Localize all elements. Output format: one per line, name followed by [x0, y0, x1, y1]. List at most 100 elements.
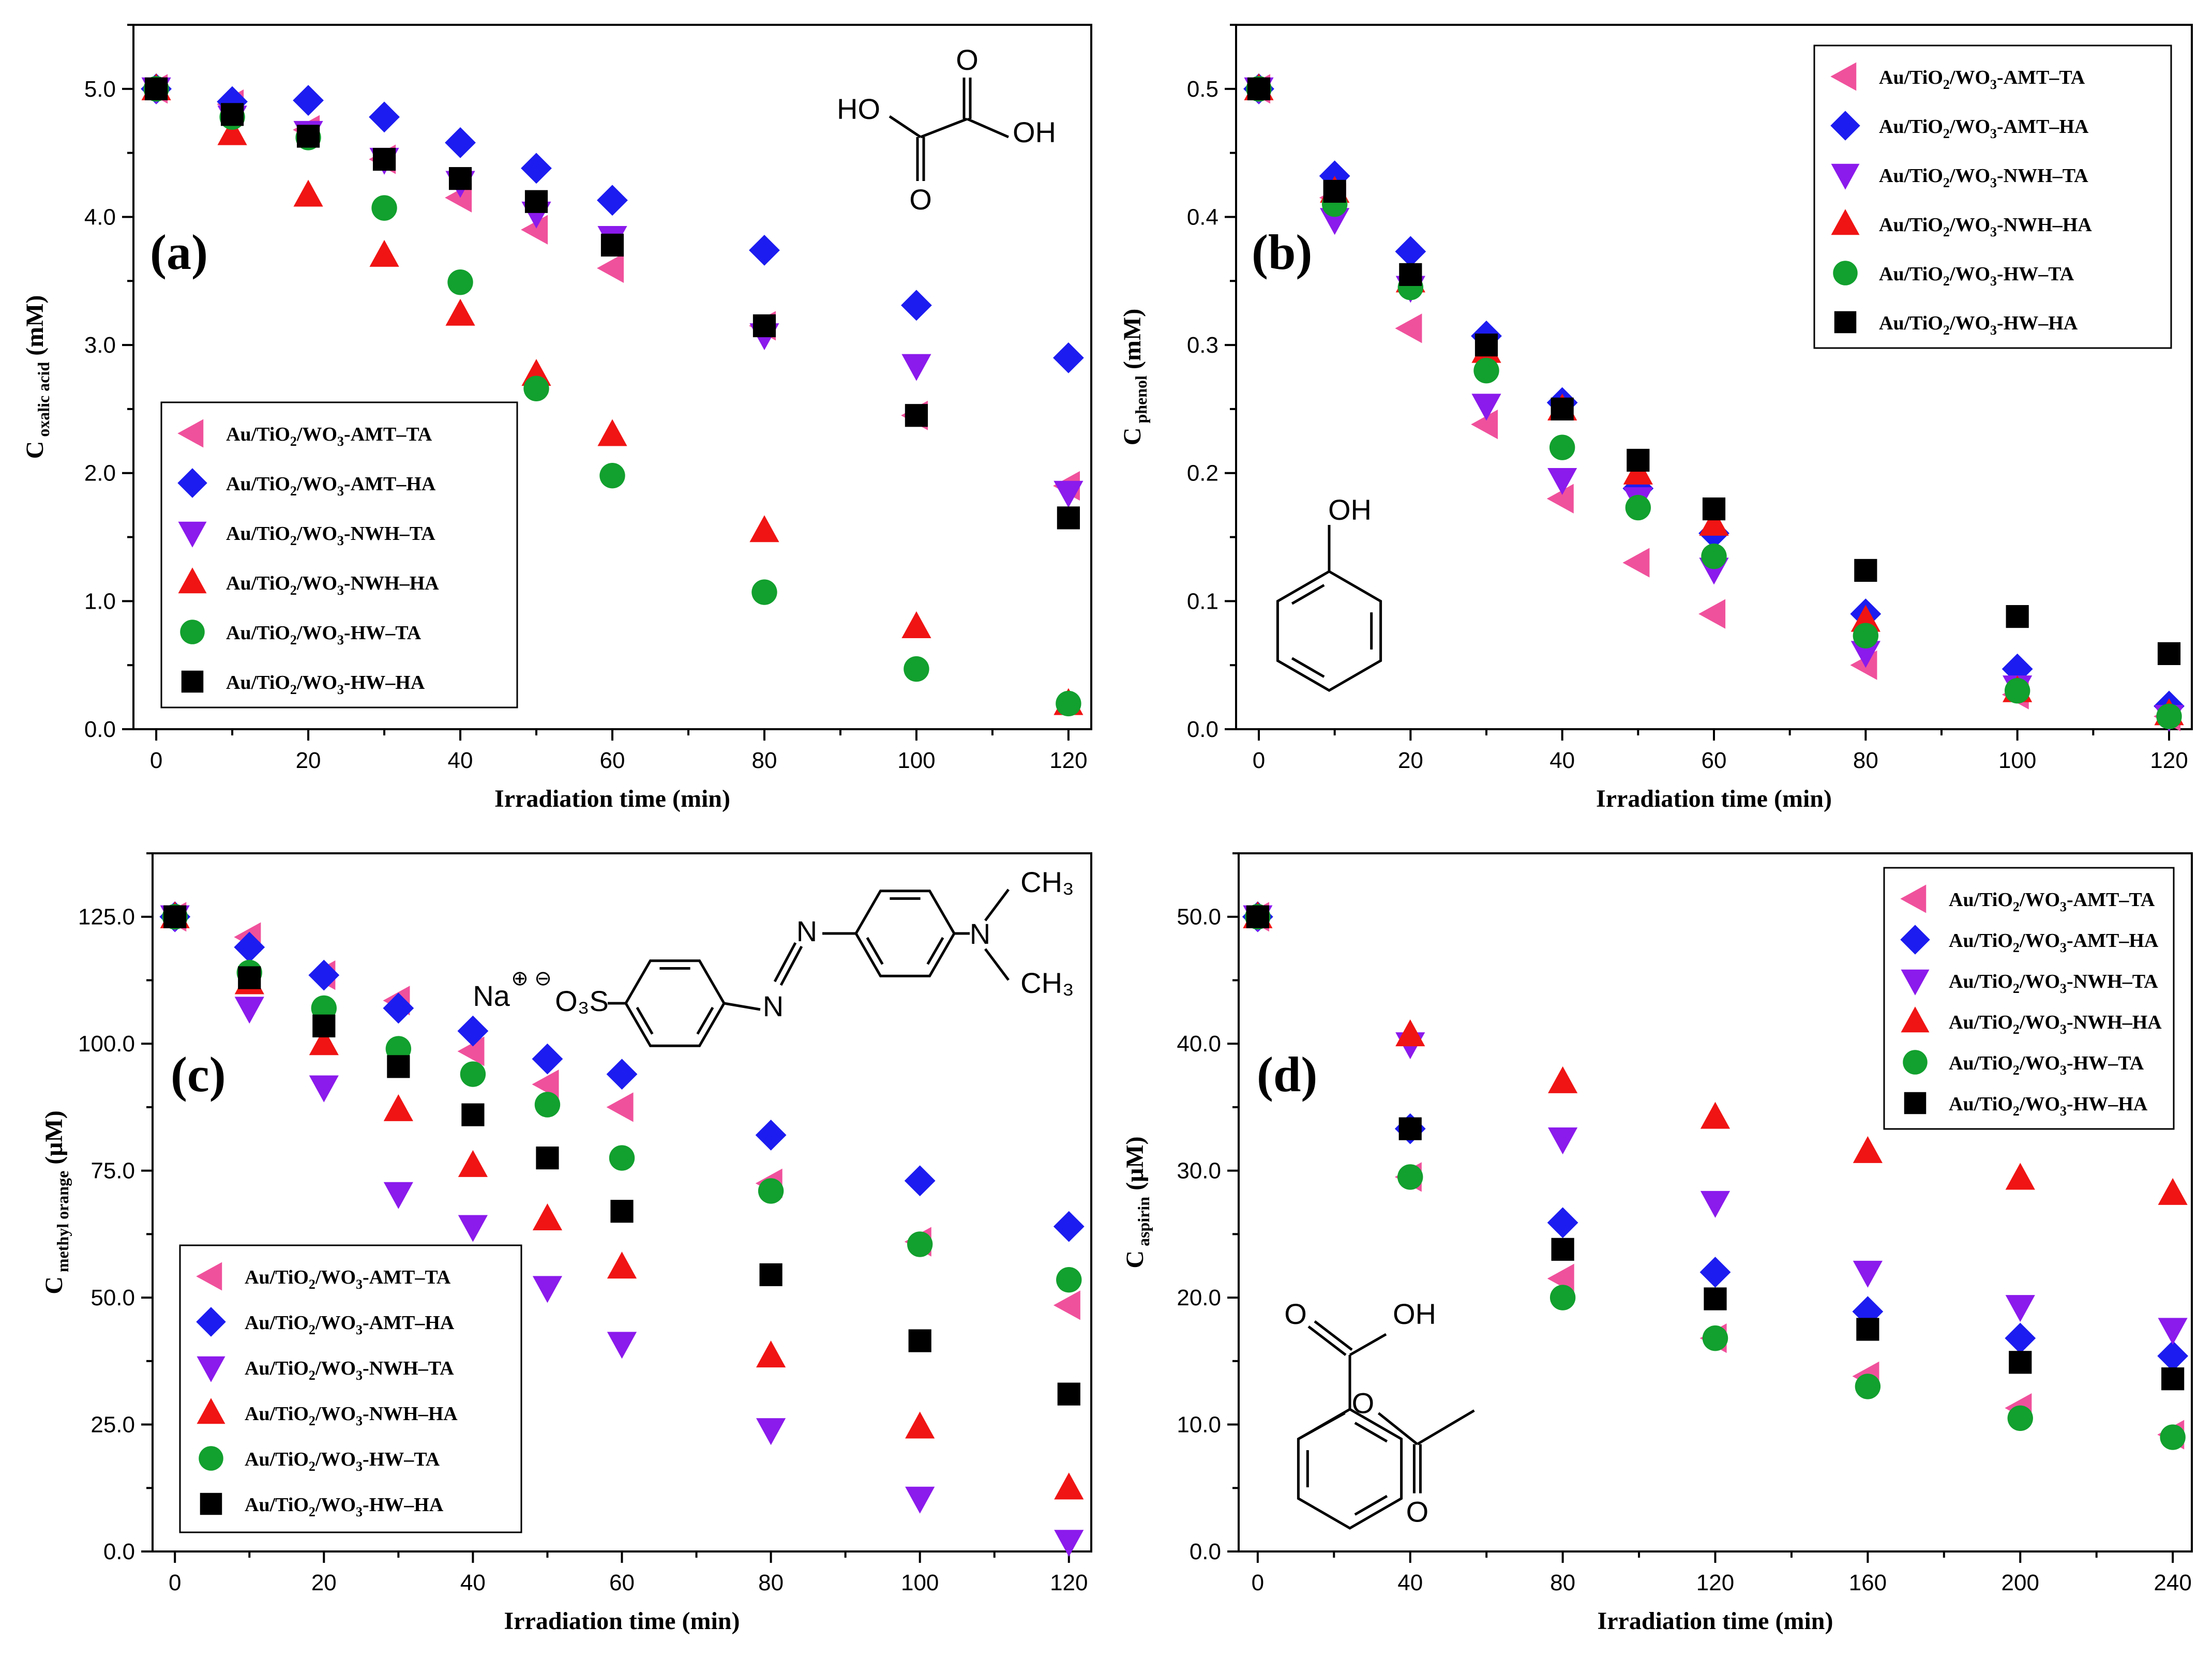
data-point [607, 1332, 637, 1359]
data-point [901, 611, 931, 638]
data-point [2006, 605, 2029, 628]
data-point [1701, 543, 1727, 569]
bond [773, 942, 797, 983]
data-point [901, 290, 932, 321]
molecule-structure: Na⊕ ⊖O₃S N N N CH₃ CH₃ [473, 866, 1074, 1047]
ring [854, 890, 956, 977]
bond [1349, 1333, 1387, 1357]
data-point [597, 185, 628, 216]
data-point [1395, 236, 1426, 267]
data-point [2009, 1351, 2032, 1374]
data-point [1704, 1287, 1727, 1310]
data-point [220, 103, 244, 126]
data-point [759, 1263, 783, 1287]
bond [1291, 657, 1325, 678]
legend-marker [1833, 261, 1858, 285]
x-tick-label: 240 [2154, 1570, 2191, 1595]
y-tick-label: 75.0 [91, 1158, 135, 1184]
series-4 [162, 904, 1082, 1293]
data-point [751, 579, 777, 605]
legend-label: Au/TiO2​/WO3​-HW–HA [1949, 1093, 2148, 1119]
atom-label: O₃S [555, 985, 609, 1017]
legend-marker [197, 1398, 225, 1424]
data-point [1474, 333, 1498, 357]
x-tick-label: 80 [751, 748, 777, 773]
data-point [234, 931, 265, 963]
bond [696, 1006, 714, 1035]
data-point [458, 1215, 488, 1242]
ring [1276, 570, 1382, 692]
atom-label: O [1352, 1387, 1375, 1420]
data-point [1398, 1117, 1422, 1140]
atom-label: CH₃ [1020, 967, 1074, 999]
data-point [1547, 468, 1577, 495]
data-point [383, 1182, 413, 1209]
data-point [1856, 1318, 1879, 1341]
legend-marker [180, 620, 205, 644]
data-point [1853, 623, 1879, 649]
data-point [756, 1340, 786, 1368]
data-point [1397, 1164, 1423, 1190]
x-tick-label: 80 [1550, 1570, 1575, 1595]
data-point [905, 1411, 935, 1439]
legend-label: Au/TiO2​/WO3​-AMT–HA [1879, 116, 2089, 141]
x-tick-label: 20 [296, 748, 321, 773]
bond [1307, 1325, 1347, 1356]
data-point [1399, 263, 1422, 286]
data-point [1853, 1260, 1883, 1288]
legend-label: Au/TiO2​/WO3​-HW–TA [245, 1449, 440, 1474]
data-point [532, 1043, 563, 1075]
legend-marker [1830, 111, 1860, 141]
data-point [2161, 1367, 2185, 1391]
data-point [1702, 497, 1726, 521]
panel-label: (d) [1257, 1047, 1317, 1102]
legend-marker [1903, 1050, 1928, 1075]
data-point [1323, 179, 1346, 203]
legend-label: Au/TiO2​/WO3​-HW–TA [1879, 263, 2074, 289]
y-tick-label: 0.4 [1187, 204, 1218, 230]
data-point [609, 1145, 635, 1171]
legend-label: Au/TiO2​/WO3​-NWH–TA [245, 1358, 454, 1383]
data-point [296, 125, 320, 148]
panel-label: (b) [1252, 224, 1312, 280]
bond [1377, 1412, 1418, 1445]
atom-label: HO [837, 93, 880, 125]
legend: Au/TiO2​/WO3​-AMT–TA Au/TiO2​/WO3​-AMT–HA… [1813, 44, 2172, 349]
data-point [1855, 1374, 1881, 1399]
y-axis-label: C oxalic acid (mM) [21, 295, 53, 459]
data-point [607, 1252, 637, 1279]
atom-label: OH [1328, 493, 1372, 526]
data-point [2158, 1318, 2188, 1345]
x-axis-label: Irradiation time (min) [494, 785, 730, 812]
legend-marker [1900, 884, 1927, 913]
series-5 [144, 77, 1080, 530]
data-point [457, 1015, 489, 1047]
legend-label: Au/TiO2​/WO3​-HW–HA [1879, 312, 2078, 338]
legend-marker [197, 1356, 225, 1382]
x-tick-label: 120 [1050, 1570, 1088, 1595]
bond [984, 888, 1010, 922]
atom-label: O [1406, 1496, 1429, 1528]
data-point [461, 1103, 485, 1126]
y-tick-label: 10.0 [1177, 1412, 1221, 1438]
bond [1354, 1495, 1388, 1516]
ring [1297, 1408, 1403, 1530]
y-tick-label: 0.3 [1187, 333, 1218, 358]
y-tick-label: 0.1 [1187, 589, 1218, 614]
y-tick-label: 0.5 [1187, 77, 1218, 102]
data-point [1622, 548, 1650, 578]
data-point [532, 1069, 559, 1099]
x-tick-label: 120 [1049, 748, 1087, 773]
data-point [369, 239, 399, 267]
legend-box [1813, 44, 2172, 349]
data-point [309, 1028, 339, 1056]
legend-marker [199, 1446, 223, 1471]
panel-label: (a) [150, 224, 208, 280]
series-1 [141, 73, 1084, 373]
series-5 [1247, 77, 2181, 665]
data-point [144, 77, 168, 100]
x-tick-label: 80 [758, 1570, 784, 1595]
data-point [908, 1329, 931, 1352]
data-point [904, 656, 929, 682]
y-tick-label: 30.0 [1177, 1158, 1221, 1184]
